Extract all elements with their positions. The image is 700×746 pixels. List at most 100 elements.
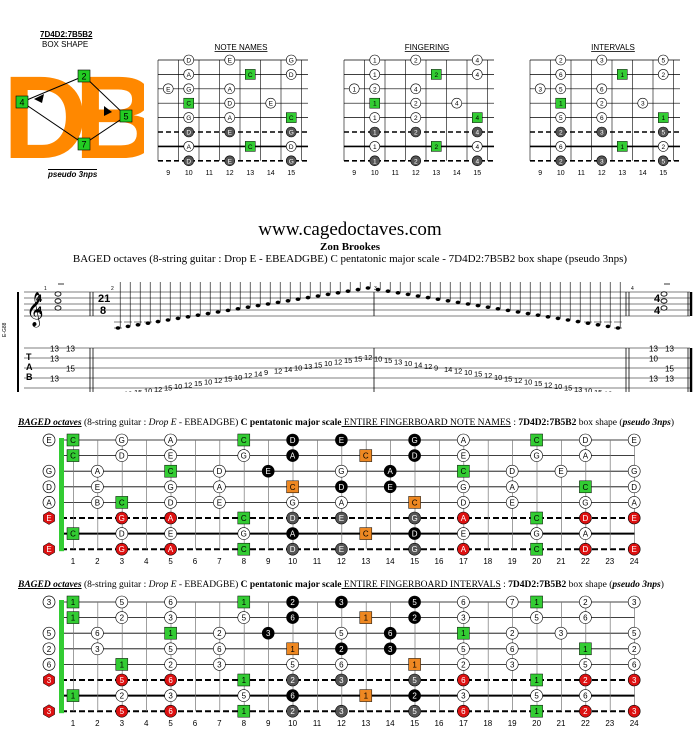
note-marker-label: 2 <box>217 629 222 638</box>
note-marker-label: E <box>558 467 563 476</box>
measure-number: 1 <box>44 286 47 292</box>
box-note-marker <box>286 689 299 702</box>
root-marker-label: C <box>168 467 174 476</box>
fret-number: 11 <box>313 719 322 728</box>
mini-note-marker <box>471 54 483 66</box>
mini-note-label: D <box>186 130 191 137</box>
low-string-marker <box>115 673 129 687</box>
fretboard-intervals-title: BAGED octaves (8-string guitar : Drop E … <box>18 580 664 590</box>
note-marker <box>457 611 470 624</box>
open-string-label: E <box>46 545 51 554</box>
scale-note <box>155 319 161 324</box>
tab-fret-number: 15 <box>564 383 572 392</box>
mini-note-label: 2 <box>414 101 418 108</box>
scale-note <box>575 319 581 324</box>
root-marker-label: 1 <box>534 676 539 685</box>
note-marker-label: A <box>632 498 638 507</box>
fret-number: 19 <box>508 557 517 566</box>
note-marker-label: E <box>168 452 173 461</box>
scale-note <box>345 289 351 293</box>
scale-note <box>145 321 151 325</box>
note-marker <box>505 626 519 640</box>
note-marker <box>457 527 470 540</box>
low-string-marker <box>115 542 129 556</box>
box-note-marker-label: 2 <box>290 598 295 607</box>
tab-fret-number: 10 <box>324 359 332 368</box>
mini-note-label: D <box>186 58 191 65</box>
root-marker-label: 1 <box>71 692 76 701</box>
note-marker-label: 2 <box>120 614 125 623</box>
box-low-note-marker <box>286 542 299 556</box>
fret-number: 16 <box>435 719 444 728</box>
mini-note-label: 1 <box>373 130 377 137</box>
scale-note <box>425 295 431 300</box>
mini-root-marker <box>286 112 297 123</box>
tab-chord-fret: 13 <box>665 345 674 354</box>
scale-note <box>505 308 511 313</box>
tab-fret-number: 10 <box>114 391 122 392</box>
open-string-label: 2 <box>47 645 52 654</box>
scale-note <box>445 299 451 303</box>
tab-fret-number: 12 <box>424 362 432 371</box>
tab-fret-number: 13 <box>394 358 402 367</box>
fret-number: 12 <box>337 719 346 728</box>
note-marker-label: D <box>119 530 125 539</box>
note-marker <box>579 449 592 462</box>
note-marker-label: 5 <box>461 645 466 654</box>
fret-number: 15 <box>410 719 419 728</box>
tab-fret-number: 12 <box>514 376 522 385</box>
box-shape-footer: pseudo 3nps <box>48 169 98 179</box>
open-string-label: 6 <box>47 660 52 669</box>
mini-note-marker <box>596 126 608 138</box>
fret-number: 14 <box>386 719 395 728</box>
mini-fret-number: 14 <box>453 170 461 177</box>
note-marker <box>457 595 470 609</box>
box-root-marker <box>286 642 299 656</box>
mini-note-marker <box>183 112 195 123</box>
mini-note-marker <box>369 69 381 80</box>
scale-note <box>375 287 381 292</box>
box-note-marker-label: E <box>266 467 271 476</box>
tab-clef-letter: B <box>26 372 33 382</box>
mini-fret-number: 10 <box>185 170 193 177</box>
mini-note-label: 2 <box>559 158 563 165</box>
tab-chord-fret: 13 <box>649 375 658 384</box>
note-marker-label: 5 <box>290 660 295 669</box>
finger-marker-label: 7 <box>81 140 86 150</box>
note-marker <box>505 464 519 478</box>
root-marker-label: C <box>70 452 76 461</box>
low-string-marker-label: A <box>168 545 174 554</box>
scale-note <box>395 291 401 295</box>
mini-root-marker <box>617 69 628 80</box>
low-string-marker-label: 2 <box>583 676 588 685</box>
box-low-note-marker <box>335 511 348 525</box>
fret-number: 7 <box>217 557 222 566</box>
mini-note-label: 6 <box>600 86 604 93</box>
note-marker <box>213 626 226 640</box>
scale-note <box>365 286 371 290</box>
site-url[interactable]: www.cagedoctaves.com <box>258 219 442 240</box>
time-signature-top: 4 <box>36 293 43 305</box>
mini-note-marker <box>471 69 483 80</box>
mini-note-label: 2 <box>414 115 418 122</box>
note-marker-label: 6 <box>461 598 466 607</box>
mini-note-marker <box>657 69 669 80</box>
note-marker <box>554 464 568 478</box>
root-marker-label: 1 <box>242 707 247 716</box>
note-marker-label: G <box>460 483 466 492</box>
measure-number: 3 <box>374 286 377 292</box>
scale-note <box>465 302 471 306</box>
mini-note-label: 4 <box>475 158 479 165</box>
note-marker-label: A <box>168 436 174 445</box>
note-marker <box>91 464 104 478</box>
box-note-marker <box>335 433 348 447</box>
open-string-marker <box>42 595 56 609</box>
root-marker <box>66 449 80 462</box>
mini-note-label: 1 <box>373 58 377 65</box>
scale-note <box>355 287 361 292</box>
note-marker <box>505 480 519 494</box>
mini-note-marker <box>410 112 422 123</box>
tab-fret-number: 15 <box>474 370 482 379</box>
note-marker-label: A <box>461 436 467 445</box>
